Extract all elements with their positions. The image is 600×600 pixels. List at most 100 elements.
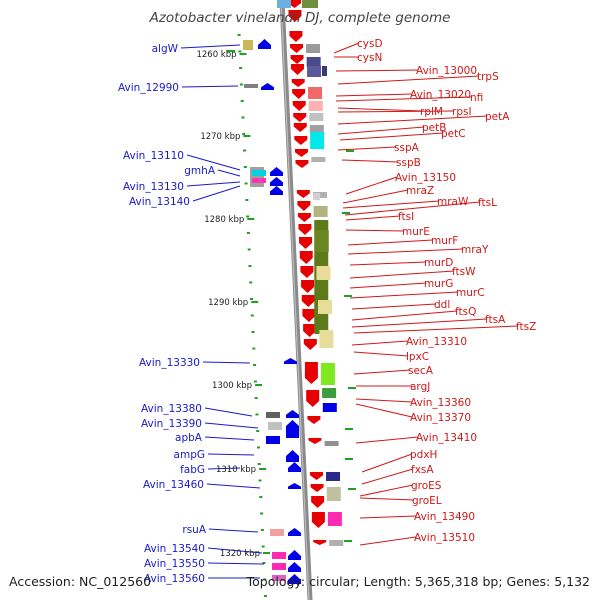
strand-bar [345,428,353,430]
right-gene-label[interactable]: Avin_13510 [414,532,475,544]
right-gene-label[interactable]: rpsI [452,106,472,118]
right-gene-label[interactable]: Avin_13310 [406,336,467,348]
right-gene-label[interactable]: Avin_13410 [416,432,477,444]
reverse-gene-arrow [288,562,301,572]
right-leader-line [344,201,481,216]
left-gene-label[interactable]: apbA [175,432,203,444]
left-gene-label[interactable]: Avin_13330 [139,357,200,369]
right-gene-label[interactable]: murD [424,257,453,269]
right-gene-label[interactable]: ftsQ [455,306,476,318]
reverse-gene-arrow [288,462,301,472]
ruler-dot [243,149,247,152]
forward-gene-arrow [313,540,327,545]
right-gene-label[interactable]: groES [411,480,442,492]
right-gene-label[interactable]: nfi [470,92,483,104]
reverse-gene-arrow [286,410,299,418]
left-leader-line [207,453,255,456]
right-gene-label[interactable]: mraY [461,244,489,256]
right-gene-label[interactable]: murE [402,226,430,238]
right-leader-line [339,132,444,141]
forward-gene-arrow [298,224,312,235]
ruler-dot [247,248,251,251]
right-gene-label[interactable]: cysD [357,38,383,50]
right-gene-label[interactable]: Avin_13020 [410,89,471,101]
right-leader-line [359,536,417,546]
right-gene-label[interactable]: fxsA [411,464,434,476]
left-gene-label[interactable]: Avin_13390 [141,418,202,430]
forward-gene-arrow [299,237,313,249]
left-gene-label[interactable]: Avin_13130 [123,181,184,193]
right-gene-label[interactable]: ftsW [452,266,476,278]
right-gene-label[interactable]: murG [424,278,453,290]
right-gene-label[interactable]: petA [485,111,510,123]
feature-block [313,206,328,217]
strand-bar [348,488,356,490]
right-leader-line [353,325,519,334]
left-gene-label[interactable]: fabG [180,464,205,476]
right-gene-label[interactable]: Avin_13000 [416,65,477,77]
ruler-dot [250,298,254,300]
forward-gene-arrow [294,149,308,157]
right-gene-label[interactable]: ftsZ [516,321,536,333]
right-gene-label[interactable]: sspA [394,142,420,154]
right-gene-label[interactable]: argJ [410,381,430,393]
right-leader-line [335,69,419,72]
left-gene-label[interactable]: ampG [174,449,205,461]
left-gene-label[interactable]: Avin_13460 [143,479,204,491]
right-gene-label[interactable]: petC [441,128,466,140]
ruler-dot [237,34,241,36]
left-gene-label[interactable]: Avin_13110 [123,150,184,162]
right-leader-line [351,340,409,346]
left-leader-line [192,185,241,202]
left-gene-label[interactable]: Avin_12990 [118,82,179,94]
right-gene-label[interactable]: trpS [477,71,499,83]
right-gene-label[interactable]: mraZ [406,185,434,197]
ruler-dot [256,430,260,432]
ruler-label: 1290 kbp [208,298,248,308]
right-gene-label[interactable]: ftsL [478,197,497,209]
left-gene-label[interactable]: algW [152,43,179,55]
right-gene-label[interactable]: rplM [420,106,443,118]
right-gene-label[interactable]: cysN [357,52,382,64]
left-gene-label[interactable]: gmhA [184,165,216,177]
right-gene-label[interactable]: ddl [434,299,450,311]
ruler-dot [242,133,246,135]
right-gene-label[interactable]: pdxH [410,449,437,461]
left-gene-label[interactable]: Avin_13540 [144,543,205,555]
forward-gene-arrow [288,0,301,8]
right-gene-label[interactable]: Avin_13370 [410,412,471,424]
ruler-dot [239,67,243,69]
right-gene-label[interactable]: Avin_13490 [414,511,475,523]
right-gene-label[interactable]: petB [422,122,446,134]
left-gene-label[interactable]: rsuA [182,524,206,536]
feature-tracks [227,0,356,584]
left-gene-label[interactable]: Avin_13380 [141,403,202,415]
left-gene-label[interactable]: Avin_13550 [144,558,205,570]
feature-block [309,125,324,133]
right-gene-label[interactable]: lpxC [406,351,429,363]
right-gene-label[interactable]: secA [408,365,434,377]
forward-gene-arrow [301,280,315,293]
left-gene-label[interactable]: Avin_13560 [144,573,205,585]
right-gene-label[interactable]: murF [431,235,458,247]
right-gene-label[interactable]: Avin_13150 [395,172,456,184]
right-gene-label[interactable]: ftsA [485,314,506,326]
right-gene-label[interactable]: murC [456,287,485,299]
right-gene-label[interactable]: sspB [396,157,421,169]
ruler-dot [260,529,264,531]
right-gene-label[interactable]: ftsI [398,211,414,223]
right-leader-line [353,351,409,357]
right-gene-label[interactable]: groEL [412,495,442,507]
ruler-dot [245,199,249,201]
forward-gene-arrow [302,309,316,322]
left-gene-label[interactable]: Avin_13140 [129,196,190,208]
reverse-gene-arrow [288,483,301,489]
right-gene-label[interactable]: Avin_13360 [410,397,471,409]
right-gene-label[interactable]: mraW [437,196,469,208]
ruler-dot [263,578,267,581]
strand-bar [348,387,356,389]
left-leader-line [204,436,255,441]
forward-gene-arrow [303,324,317,337]
forward-gene-arrow [290,44,304,53]
